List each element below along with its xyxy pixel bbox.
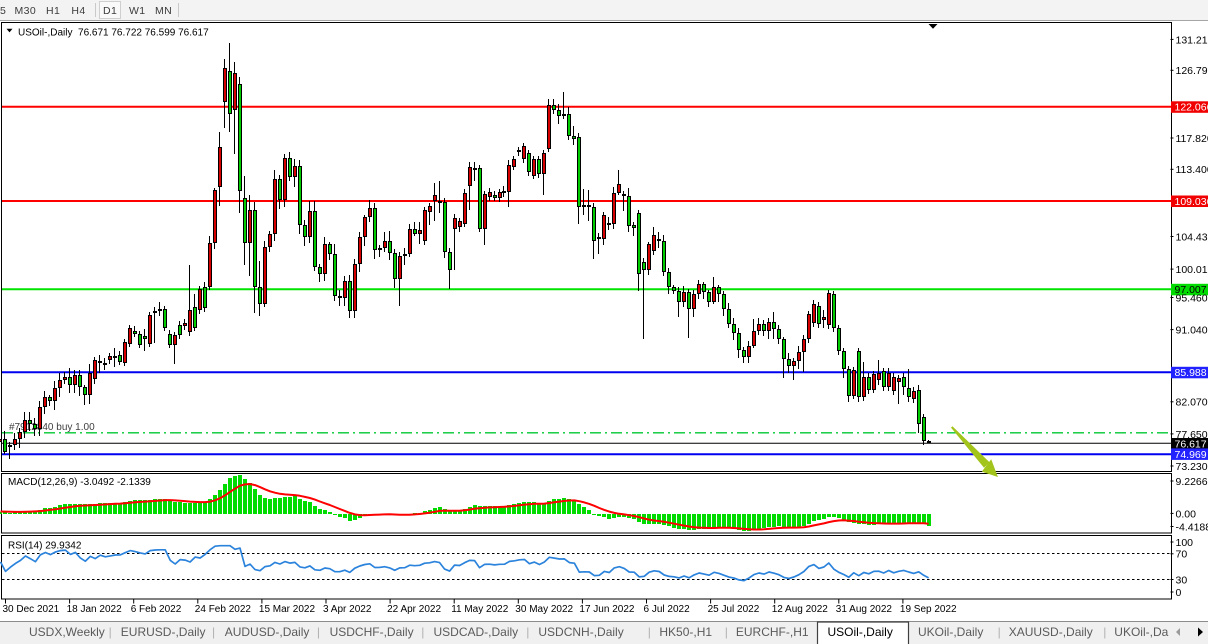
- svg-text:100.010: 100.010: [1176, 264, 1208, 276]
- svg-text:M30: M30: [15, 5, 37, 17]
- svg-text:12 Aug 2022: 12 Aug 2022: [772, 604, 829, 615]
- svg-text:70: 70: [1176, 549, 1188, 561]
- svg-text:85.988: 85.988: [1175, 367, 1207, 379]
- svg-text:109.036: 109.036: [1175, 196, 1208, 208]
- svg-text:9.2266: 9.2266: [1176, 476, 1208, 488]
- svg-text:30 Dec 2021: 30 Dec 2021: [3, 604, 60, 615]
- svg-text:USOil-,Daily 76.671 76.722 76: USOil-,Daily 76.671 76.722 76.599 76.617: [18, 28, 209, 39]
- svg-text:30 May 2022: 30 May 2022: [515, 604, 573, 615]
- svg-text:31 Aug 2022: 31 Aug 2022: [836, 604, 893, 615]
- svg-text:#7912840 buy 1.00: #7912840 buy 1.00: [9, 422, 95, 433]
- svg-text:USOil-,Daily: USOil-,Daily: [828, 625, 893, 639]
- svg-text:|: |: [526, 625, 529, 639]
- svg-text:USDCAD-,Daily: USDCAD-,Daily: [434, 625, 519, 639]
- svg-text:USDCHF-,Daily: USDCHF-,Daily: [330, 625, 414, 639]
- svg-text:MN: MN: [155, 5, 172, 17]
- svg-text:D1: D1: [103, 5, 117, 17]
- svg-text:18 Jan 2022: 18 Jan 2022: [67, 604, 122, 615]
- svg-text:UKOil-,Da: UKOil-,Da: [1114, 625, 1168, 639]
- svg-text:HK50-,H1: HK50-,H1: [659, 625, 712, 639]
- svg-text:EURUSD-,Daily: EURUSD-,Daily: [121, 625, 206, 639]
- svg-text:122.066: 122.066: [1175, 102, 1208, 114]
- svg-text:H4: H4: [71, 5, 85, 17]
- svg-text:W1: W1: [129, 5, 146, 17]
- svg-text:USDCNH-,Daily: USDCNH-,Daily: [538, 625, 623, 639]
- svg-text:RSI(14) 29.9342: RSI(14) 29.9342: [8, 541, 82, 552]
- svg-text:|: |: [109, 625, 112, 639]
- svg-text:|: |: [421, 625, 424, 639]
- svg-text:117.820: 117.820: [1176, 133, 1208, 145]
- svg-text:22 Apr 2022: 22 Apr 2022: [387, 604, 441, 615]
- svg-text:0: 0: [1176, 587, 1182, 599]
- svg-text:MACD(12,26,9) -3.0492 -2.1339: MACD(12,26,9) -3.0492 -2.1339: [8, 477, 151, 488]
- svg-text:25 Jul 2022: 25 Jul 2022: [708, 604, 760, 615]
- svg-text:100: 100: [1176, 537, 1194, 549]
- svg-text:|: |: [1103, 625, 1106, 639]
- svg-text:95.460: 95.460: [1176, 292, 1208, 304]
- svg-text:H1: H1: [46, 5, 60, 17]
- svg-text:24 Feb 2022: 24 Feb 2022: [195, 604, 252, 615]
- svg-text:UKOil-,Daily: UKOil-,Daily: [918, 625, 983, 639]
- svg-text:EURCHF-,H1: EURCHF-,H1: [736, 625, 809, 639]
- svg-text:131.210: 131.210: [1176, 34, 1208, 46]
- svg-text:5: 5: [0, 5, 6, 17]
- svg-text:73.230: 73.230: [1176, 461, 1208, 473]
- svg-text:|: |: [648, 625, 651, 639]
- svg-text:82.070: 82.070: [1176, 397, 1208, 409]
- svg-text:3 Apr 2022: 3 Apr 2022: [323, 604, 372, 615]
- svg-text:97.007: 97.007: [1175, 284, 1207, 296]
- svg-text:113.400: 113.400: [1176, 164, 1208, 176]
- svg-text:|: |: [725, 625, 728, 639]
- svg-text:17 Jun 2022: 17 Jun 2022: [579, 604, 634, 615]
- svg-text:126.790: 126.790: [1176, 65, 1208, 77]
- svg-text:|: |: [212, 625, 215, 639]
- svg-text:6 Feb 2022: 6 Feb 2022: [131, 604, 182, 615]
- svg-text:|: |: [998, 625, 1001, 639]
- svg-text:0.00: 0.00: [1176, 508, 1197, 520]
- svg-text:76.617: 76.617: [1175, 438, 1207, 450]
- svg-text:-4.4188: -4.4188: [1176, 521, 1208, 533]
- svg-text:6 Jul 2022: 6 Jul 2022: [644, 604, 691, 615]
- svg-text:77.650: 77.650: [1176, 429, 1208, 441]
- svg-text:|: |: [317, 625, 320, 639]
- svg-text:11 May 2022: 11 May 2022: [451, 604, 509, 615]
- svg-text:AUDUSD-,Daily: AUDUSD-,Daily: [225, 625, 310, 639]
- svg-text:74.969: 74.969: [1175, 449, 1207, 461]
- svg-text:91.040: 91.040: [1176, 325, 1208, 337]
- svg-text:104.430: 104.430: [1176, 231, 1208, 243]
- svg-text:30: 30: [1176, 574, 1188, 586]
- svg-text:19 Sep 2022: 19 Sep 2022: [900, 604, 957, 615]
- svg-text:XAUUSD-,Daily: XAUUSD-,Daily: [1009, 625, 1093, 639]
- svg-text:USDX,Weekly: USDX,Weekly: [29, 625, 105, 639]
- svg-text:15 Mar 2022: 15 Mar 2022: [259, 604, 316, 615]
